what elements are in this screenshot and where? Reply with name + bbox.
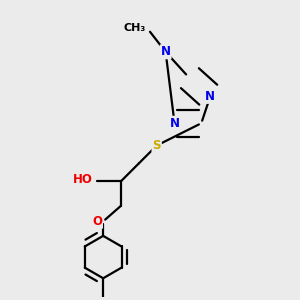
Text: HO: HO [73,173,93,186]
Text: O: O [92,215,102,228]
Text: N: N [169,117,179,130]
Text: CH₃: CH₃ [123,23,146,33]
Text: N: N [205,90,215,103]
Text: S: S [152,139,161,152]
Text: N: N [160,45,171,58]
